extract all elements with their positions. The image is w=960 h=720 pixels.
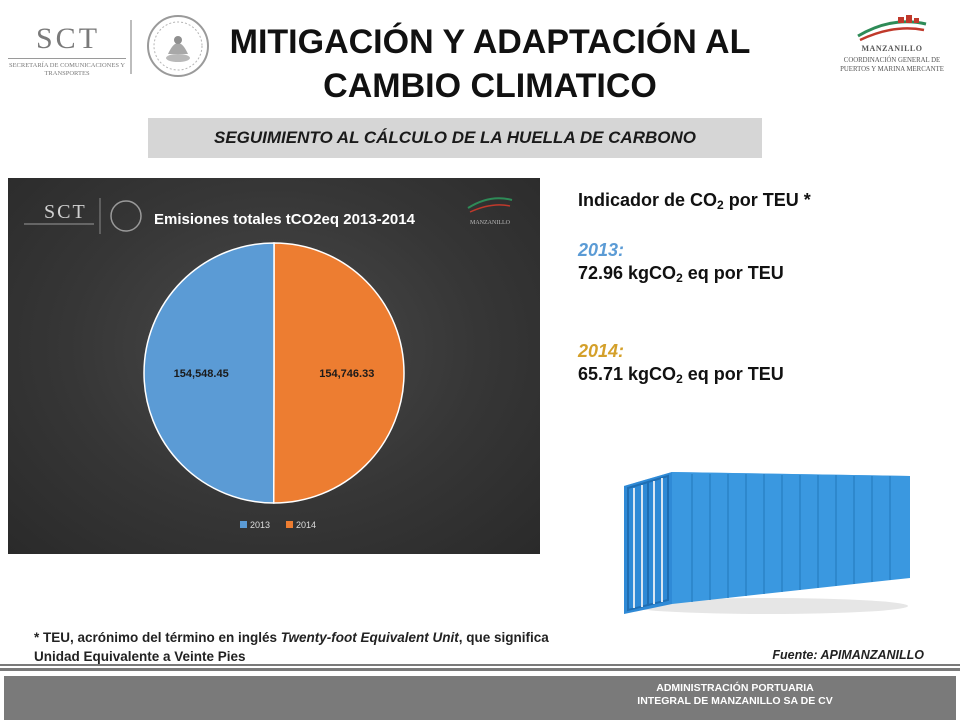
chart-title: Emisiones totales tCO2eq 2013-2014 bbox=[154, 211, 416, 228]
chart-ship-icon bbox=[467, 197, 513, 209]
sct-logo-text: SCT bbox=[36, 22, 101, 55]
indicator-value-2014-sub: 2 bbox=[676, 372, 683, 386]
pie-slice-2013 bbox=[143, 242, 275, 504]
pie-slice-2014 bbox=[272, 242, 405, 504]
manzanillo-logo-subtext: COORDINACIÓN GENERAL DE PUERTOS Y MARINA… bbox=[840, 57, 944, 73]
footnote-italic-term: Twenty-foot Equivalent Unit bbox=[280, 630, 459, 645]
source-credit: Fuente: APIMANZANILLO bbox=[772, 648, 924, 662]
indicator-value-2013-suffix: eq por TEU bbox=[682, 263, 784, 283]
indicator-heading-suffix: por TEU * bbox=[723, 190, 811, 210]
chart-sct-logo-text: SCT bbox=[44, 201, 87, 223]
legend-label-2014: 2014 bbox=[296, 520, 316, 530]
header-divider bbox=[130, 20, 132, 74]
footer-line-2: INTEGRAL DE MANZANILLO SA DE CV bbox=[637, 695, 833, 707]
indicator-value-2013: 72.96 kgCO2 eq por TEU bbox=[578, 263, 948, 285]
indicator-value-2013-sub: 2 bbox=[676, 271, 683, 285]
legend-swatch-2013 bbox=[240, 521, 247, 528]
footer-rule-top bbox=[0, 664, 960, 666]
footnote-part-1: * TEU, acrónimo del término en inglés bbox=[34, 630, 281, 645]
indicator-heading-sub: 2 bbox=[717, 198, 724, 212]
legend-swatch-2014 bbox=[286, 521, 293, 528]
sct-logo: SCT SECRETARÍA DE COMUNICACIONES Y TRANS… bbox=[8, 20, 126, 82]
manzanillo-logo: MANZANILLO COORDINACIÓN GENERAL DE PUERT… bbox=[840, 14, 944, 94]
chart-legend: 2013 2014 bbox=[240, 520, 316, 530]
pie-slices bbox=[143, 242, 405, 504]
footer-line-1: ADMINISTRACIÓN PORTUARIA bbox=[656, 682, 814, 694]
chart-manzanillo-logo: MANZANILLO bbox=[467, 197, 513, 226]
indicator-value-2013-prefix: 72.96 kgCO bbox=[578, 263, 677, 283]
page-title-line-1: MITIGACIÓN Y ADAPTACIÓN AL bbox=[229, 23, 751, 61]
indicator-value-2014-prefix: 65.71 kgCO bbox=[578, 364, 677, 384]
manzanillo-logo-text: MANZANILLO bbox=[861, 44, 923, 53]
chart-seal-icon bbox=[110, 200, 142, 232]
footnote-part-2: , que significa Unidad Equivalente a Vei… bbox=[34, 630, 549, 664]
chart-ship-icon-hull bbox=[469, 204, 511, 213]
chart-manzanillo-logo-text: MANZANILLO bbox=[470, 220, 511, 226]
pie-data-label-2014: 154,746.33 bbox=[319, 368, 374, 380]
sct-logo-subtext: SECRETARÍA DE COMUNICACIONES Y TRANSPORT… bbox=[8, 62, 126, 77]
footer-bar bbox=[4, 676, 956, 720]
subtitle-bar bbox=[148, 118, 762, 158]
national-seal-icon bbox=[147, 15, 209, 77]
page-title-line-2: CAMBIO CLIMATICO bbox=[323, 67, 657, 105]
teu-footnote: * TEU, acrónimo del término en inglés Tw… bbox=[34, 628, 594, 666]
shipping-container-image bbox=[568, 458, 928, 620]
indicator-value-2014-suffix: eq por TEU bbox=[682, 364, 784, 384]
co2-indicator-block: Indicador de CO2 por TEU * 2013: 72.96 k… bbox=[578, 190, 948, 386]
indicator-value-2014: 65.71 kgCO2 eq por TEU bbox=[578, 364, 948, 386]
emissions-chart-panel: SCT Emisiones totales tCO2eq 2013-2014 M… bbox=[8, 178, 540, 554]
page-title: MITIGACIÓN Y ADAPTACIÓN AL CAMBIO CLIMAT… bbox=[200, 20, 780, 108]
chart-sct-logo: SCT bbox=[24, 198, 142, 234]
emissions-pie-chart: SCT Emisiones totales tCO2eq 2013-2014 M… bbox=[24, 197, 513, 530]
pie-data-labels: 154,548.45 154,746.33 bbox=[174, 368, 375, 380]
section-subtitle: SEGUIMIENTO AL CÁLCULO DE LA HUELLA DE C… bbox=[214, 128, 696, 147]
sct-logo-rule bbox=[8, 58, 126, 59]
indicator-year-2013: 2013: bbox=[578, 240, 625, 260]
indicator-year-2014: 2014: bbox=[578, 341, 625, 361]
legend-label-2013: 2013 bbox=[250, 520, 270, 530]
ship-icon bbox=[857, 15, 927, 42]
footer-rule-bottom bbox=[0, 668, 960, 671]
footer-organization: ADMINISTRACIÓN PORTUARIA INTEGRAL DE MAN… bbox=[570, 682, 900, 708]
shipping-container-icon bbox=[624, 472, 910, 614]
indicator-heading: Indicador de CO2 por TEU * bbox=[578, 190, 948, 212]
indicator-heading-prefix: Indicador de CO bbox=[578, 190, 718, 210]
pie-data-label-2013: 154,548.45 bbox=[174, 368, 229, 380]
